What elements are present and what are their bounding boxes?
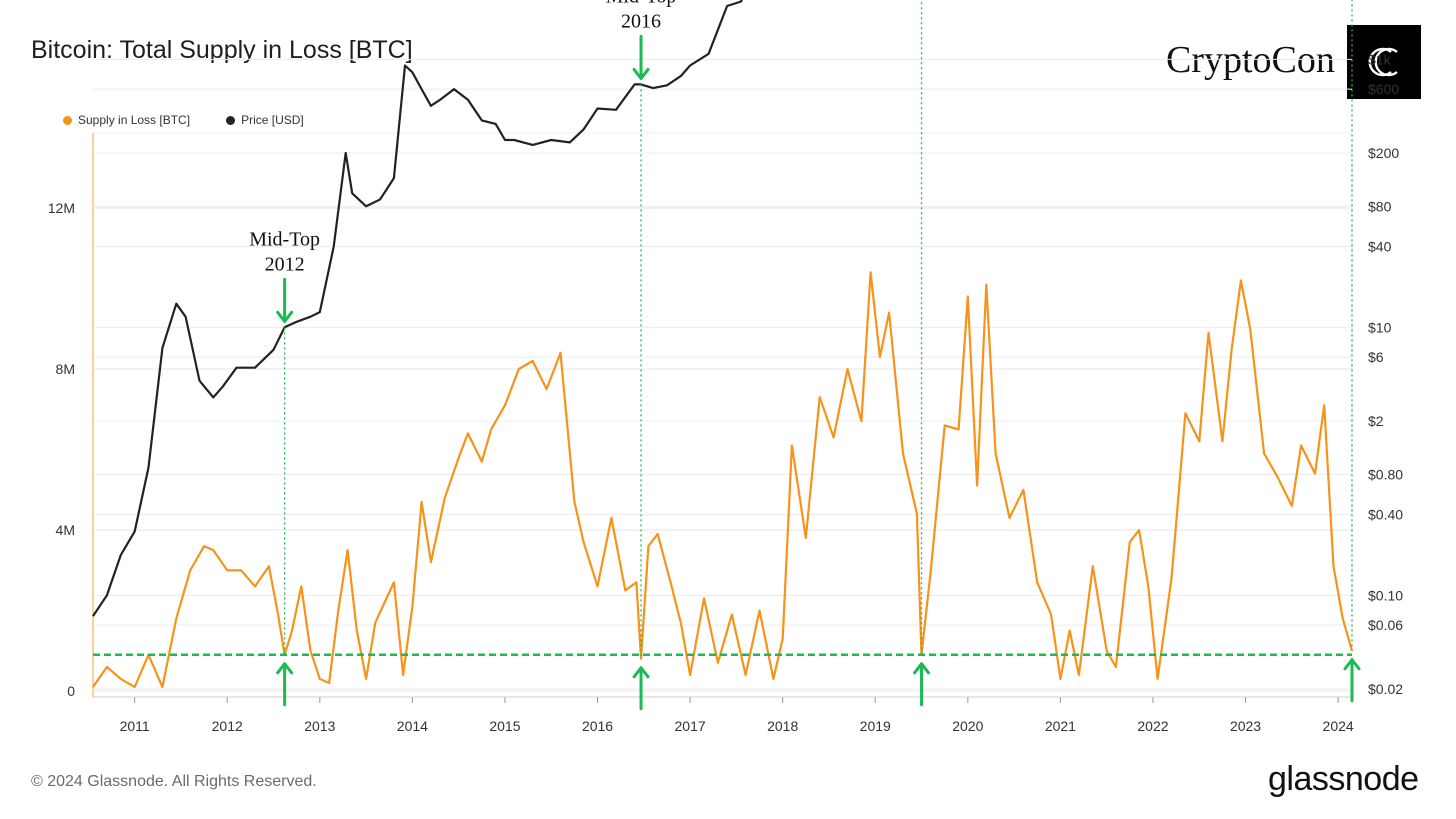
series-line-price (92, 0, 743, 617)
annotation-label: Mid-Top (249, 228, 320, 250)
y-right-tick-label: $6 (1368, 349, 1384, 365)
y-right-tick-label: $10 (1368, 319, 1392, 335)
x-tick-label: 2021 (1045, 718, 1076, 734)
arrow-up-icon-head (632, 666, 650, 679)
y-right-tick-label: $0.10 (1368, 587, 1403, 603)
y-left-tick-label: 0 (67, 683, 75, 699)
arrow-down-icon-head (276, 310, 294, 323)
x-tick-label: 2012 (212, 718, 243, 734)
arrow-down-icon-head (632, 67, 650, 80)
annotation-year: 2016 (621, 10, 661, 32)
glassnode-logo: glassnode (1268, 760, 1419, 798)
x-tick-label: 2013 (304, 718, 335, 734)
copyright-text: © 2024 Glassnode. All Rights Reserved. (31, 773, 317, 790)
y-left-tick-label: 8M (56, 361, 75, 377)
x-tick-label: 2017 (675, 718, 706, 734)
legend-dot-supply (63, 115, 72, 125)
legend: Supply in Loss [BTC] Price [USD] (63, 113, 304, 127)
brand-name: CryptoCon (1166, 39, 1335, 81)
series-line-supply-in-loss (92, 271, 1354, 689)
y-right-tick-label: $200 (1368, 145, 1399, 161)
x-tick-label: 2019 (860, 718, 891, 734)
y-right-tick-label: $0.06 (1368, 617, 1403, 633)
legend-item-price[interactable]: Price [USD] (226, 113, 304, 127)
brand-logo-icon (1347, 25, 1421, 99)
x-tick-label: 2016 (582, 718, 613, 734)
x-tick-label: 2014 (397, 718, 428, 734)
x-tick-label: 2020 (952, 718, 983, 734)
legend-label-supply: Supply in Loss [BTC] (78, 113, 191, 127)
x-tick-label: 2024 (1323, 718, 1354, 734)
annotation-year: 2012 (265, 253, 305, 275)
y-right-tick-label: $0.80 (1368, 466, 1403, 482)
x-tick-label: 2023 (1230, 718, 1261, 734)
y-left-tick-label: 4M (56, 522, 75, 538)
arrow-up-icon-head (276, 662, 294, 675)
x-tick-label: 2018 (767, 718, 798, 734)
y-right-tick-label: $1k (1368, 51, 1392, 67)
annotation-label: Mid-Top (606, 0, 677, 7)
x-tick-label: 2015 (489, 718, 520, 734)
y-right-tick-label: $2 (1368, 413, 1384, 429)
y-right-tick-label: $0.02 (1368, 681, 1403, 697)
legend-dot-price (226, 115, 236, 125)
x-tick-label: 2011 (120, 718, 150, 734)
plot-area (92, 132, 1353, 698)
x-tick-label: 2022 (1137, 718, 1168, 734)
legend-item-supply[interactable]: Supply in Loss [BTC] (63, 113, 190, 127)
y-left-tick-label: 12M (48, 200, 75, 216)
legend-label-price: Price [USD] (241, 113, 304, 127)
y-right-tick-label: $600 (1368, 81, 1399, 97)
y-right-tick-label: $0.40 (1368, 507, 1403, 523)
y-right-tick-label: $80 (1368, 198, 1392, 214)
y-right-tick-label: $40 (1368, 239, 1392, 255)
arrow-up-icon-head (913, 662, 931, 675)
arrow-up-icon-head (1343, 658, 1361, 671)
